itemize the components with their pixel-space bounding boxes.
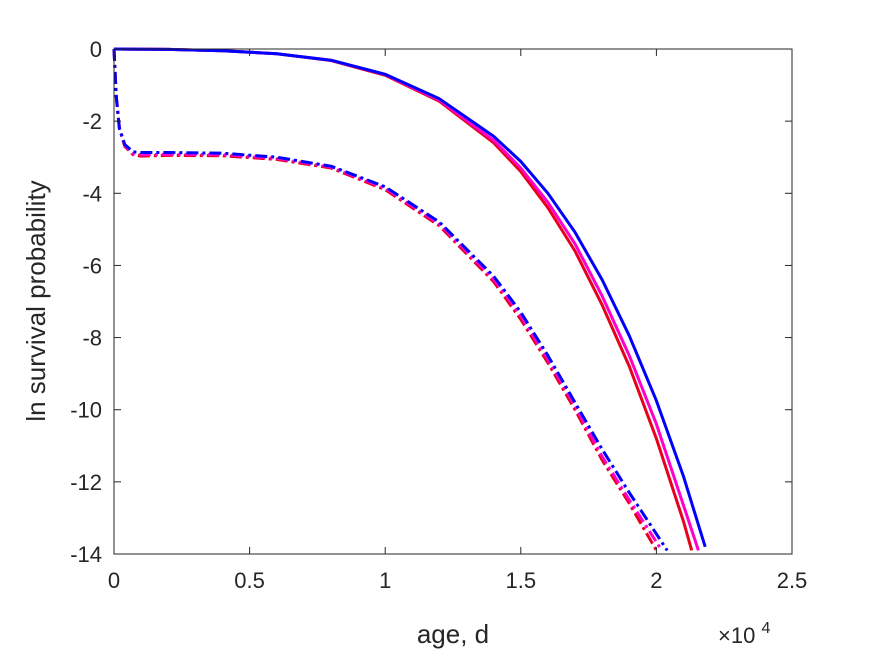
x-tick-label: 2.5	[777, 568, 808, 593]
x-tick-label: 1.5	[506, 568, 537, 593]
x-tick-label: 1	[379, 568, 391, 593]
plot-area-box	[113, 48, 793, 555]
y-tick-label: -4	[82, 181, 102, 206]
y-tick-label: -6	[82, 253, 102, 278]
x-axis-multiplier: ×10 4	[718, 620, 770, 648]
x-tick-label: 0	[108, 568, 120, 593]
x-axis-label: age, d	[417, 619, 489, 649]
ticks-layer: 0 0.5 1 1.5 2 2.5 0 -2 -4 -6 -8 -10 -12 -14	[70, 37, 807, 593]
y-tick-label: -12	[70, 470, 102, 495]
plot-area-background	[114, 49, 792, 554]
y-tick-label: -2	[82, 109, 102, 134]
y-tick-label: -10	[70, 398, 102, 423]
x-tick-label: 2	[650, 568, 662, 593]
y-tick-label: 0	[90, 37, 102, 62]
x-axis-multiplier-base: ×10	[718, 623, 755, 648]
x-axis-multiplier-exponent: 4	[761, 620, 770, 637]
y-axis-label: ln survival probability	[21, 180, 51, 421]
y-tick-label: -14	[70, 542, 102, 567]
y-tick-label: -8	[82, 326, 102, 351]
series-line-6	[112, 48, 669, 552]
x-tick-label: 0.5	[234, 568, 265, 593]
